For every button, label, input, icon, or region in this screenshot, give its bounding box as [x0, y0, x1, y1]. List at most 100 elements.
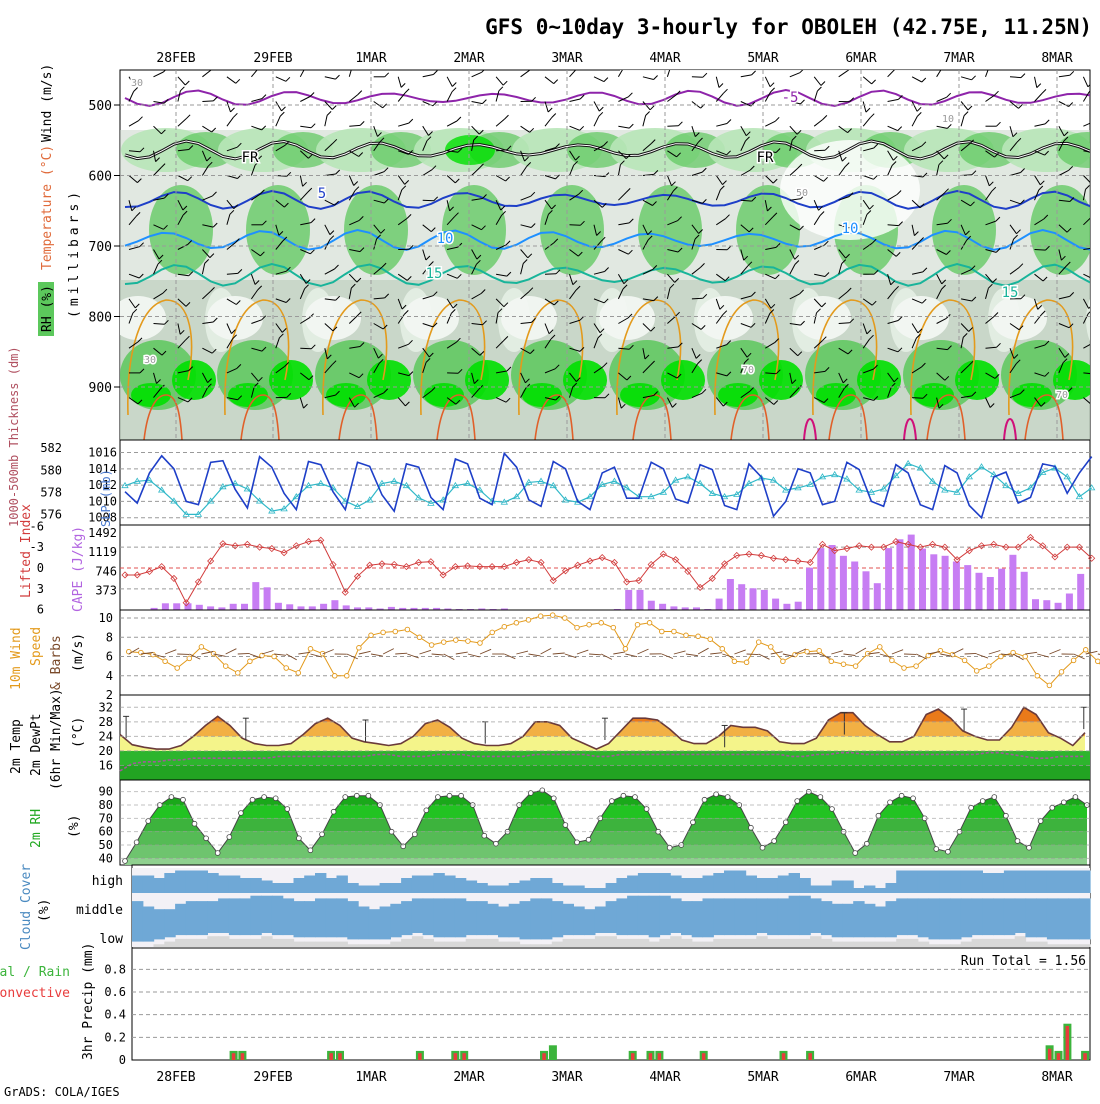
rh-point	[250, 797, 255, 802]
temp-2m-label: 2m Temp	[9, 719, 24, 774]
cloud-cell	[1036, 898, 1047, 920]
wind-speed-point	[696, 634, 701, 639]
rh-point	[447, 793, 452, 798]
rh-point	[1038, 819, 1043, 824]
rh-point	[934, 847, 939, 852]
cloud-cell	[520, 901, 531, 920]
cloud-cell	[659, 939, 670, 947]
wind-speed-point	[829, 659, 834, 664]
cloud-cell	[476, 939, 487, 947]
cloud-cell	[229, 898, 240, 920]
cloud-cell-low-top	[853, 920, 864, 937]
cape-bar	[1077, 574, 1084, 610]
wind-unit-label: (m/s)	[71, 633, 86, 672]
wind-speed-point	[1047, 683, 1052, 688]
cloud-cell	[1025, 871, 1036, 894]
cloud-cell	[197, 901, 208, 920]
rh-point	[725, 795, 730, 800]
cape-bar	[331, 600, 338, 610]
cloud-cell	[563, 939, 574, 947]
date-label-top: 4MAR	[649, 51, 680, 66]
cloud-cell	[864, 942, 875, 947]
wind-barb	[912, 398, 923, 399]
cloud-cell	[186, 901, 197, 920]
cloud-cell	[433, 873, 444, 893]
cloud-cell	[616, 898, 627, 920]
cloud-cell	[982, 898, 993, 920]
cloud-cell	[369, 944, 380, 947]
contour-label: 10	[437, 231, 454, 247]
date-label-top: 6MAR	[845, 51, 876, 66]
precip-tick-label: 0.2	[104, 1030, 126, 1044]
cape-bar	[343, 605, 350, 610]
cape-bar	[783, 604, 790, 610]
wind-speed-point	[550, 613, 555, 618]
cloud-cell	[433, 942, 444, 947]
cloud-cell	[369, 909, 380, 920]
rh-unit-label: (%)	[67, 815, 82, 838]
wind-barb-flag	[211, 66, 215, 70]
cloud-cell	[778, 898, 789, 920]
cloud-cell-low-top	[982, 920, 993, 935]
wind-barb-flag	[1092, 401, 1096, 405]
wind-barb	[692, 298, 703, 299]
cape-bar	[851, 562, 858, 611]
cloud-cell	[1025, 942, 1036, 947]
cloud-cell	[1058, 871, 1069, 894]
cloud-cell	[993, 898, 1004, 920]
date-label-top: 1MAR	[355, 51, 386, 66]
wind-barb	[839, 323, 850, 324]
cloud-cell	[875, 888, 886, 893]
cloud-cell	[692, 901, 703, 920]
cloud-cell	[530, 944, 541, 947]
cloud-cell	[175, 871, 186, 894]
wind-speed-point	[938, 648, 943, 653]
wind-tick-label: 4	[106, 669, 113, 683]
wind-speed-point	[429, 643, 434, 648]
cape-bar	[761, 590, 768, 610]
rh-point	[563, 823, 568, 828]
cloud-cell	[939, 898, 950, 920]
temperature-label: Temperature (°C)	[40, 145, 55, 270]
cloud-cell	[606, 883, 617, 893]
cloud-cell-low-top	[143, 920, 154, 942]
rh-blob	[563, 360, 607, 400]
precip-convective-bar	[462, 1053, 466, 1060]
cloud-cell	[864, 904, 875, 920]
cloud-cell	[982, 939, 993, 947]
cloud-cell	[304, 942, 315, 947]
rh-point	[899, 793, 904, 798]
cloud-cell	[218, 936, 229, 947]
cloud-cell-low-top	[670, 920, 681, 933]
cloud-cell	[272, 939, 283, 947]
cloud-cell	[476, 883, 487, 893]
thickness-label: 1000-500mb Thickness (dm)	[7, 346, 21, 527]
cloud-cell	[789, 873, 800, 893]
cloud-cell	[347, 883, 358, 893]
cloud-cell	[746, 876, 757, 894]
precip-tick-label: 0	[119, 1053, 126, 1067]
pressure-tick-label: 800	[89, 311, 112, 326]
rh-point	[772, 839, 777, 844]
li-tick-label: 6	[37, 603, 44, 617]
cloud-cell	[197, 939, 208, 947]
cloud-cell	[520, 881, 531, 894]
cloud-cell	[778, 939, 789, 947]
cape-bar	[162, 603, 169, 610]
cloud-cell	[853, 888, 864, 893]
cloud-cell	[218, 876, 229, 894]
cloud-cell	[821, 939, 832, 947]
rh-point	[297, 836, 302, 841]
wind-barb-flag	[895, 65, 899, 69]
rh-point	[192, 821, 197, 826]
cape-bar	[275, 603, 282, 610]
cape-bar	[953, 562, 960, 611]
rh-point	[876, 813, 881, 818]
temp-tick-label: 28	[99, 715, 113, 729]
cape-bar	[1066, 594, 1073, 611]
wind-barb-flag	[1094, 118, 1098, 122]
cloud-cell	[250, 939, 261, 947]
rh-point	[1015, 839, 1020, 844]
